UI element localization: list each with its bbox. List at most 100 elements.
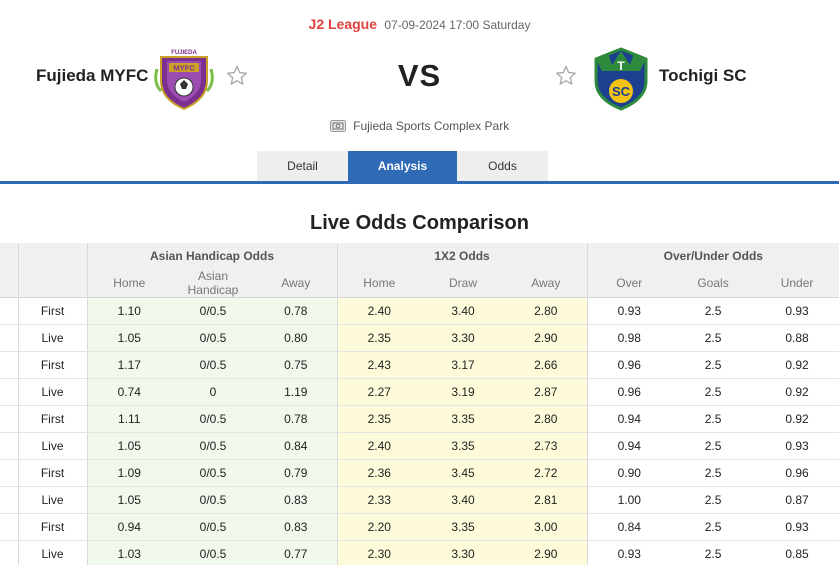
home-logo-text: FUJIEDA [171,50,197,56]
odds-cell-1x2-draw: 3.35 [421,513,506,541]
row-label: Live [17,432,87,460]
label-subheader [17,269,87,298]
odds-cell-1x2-away: 2.90 [505,324,588,352]
odds-cell-1x2-home: 2.33 [336,486,422,514]
away-team-name[interactable]: Tochigi SC [659,66,747,85]
tab-underline [0,181,839,184]
odds-row[interactable]: First 1.17 0/0.5 0.75 2.43 3.17 2.66 0.96 2.5 0.9… [0,351,839,379]
odds-row[interactable]: First 1.09 0/0.5 0.79 2.36 3.45 2.72 0.90 2.5 0.9… [0,459,839,487]
odds-cell-ah-away: 0.79 [255,459,338,487]
odds-cell-ou-goals: 2.5 [671,486,756,514]
group-header-asian-handicap: Asian Handicap Odds [86,243,338,269]
venue-name: Fujieda Sports Complex Park [353,119,510,133]
odds-cell-1x2-home: 2.40 [336,297,422,325]
odds-cell-ah-home: 1.05 [86,432,171,460]
tab-analysis[interactable]: Analysis [348,151,457,182]
odds-cell-ou-under: 0.93 [755,297,839,325]
odds-cell-ou-under: 0.92 [755,405,839,433]
home-logo-badge: MYFC [173,64,195,73]
col-header-ou-goals: Goals [671,269,756,298]
odds-row[interactable]: First 1.11 0/0.5 0.78 2.35 3.35 2.80 0.94 2.5 0.9… [0,405,839,433]
corner-cell [0,243,18,269]
venue: Fujieda Sports Complex Park [0,119,839,133]
odds-cell-ou-over: 1.00 [586,486,672,514]
league-name[interactable]: J2 League [308,16,378,32]
odds-cell-1x2-draw: 3.30 [421,540,506,565]
odds-row[interactable]: Live 1.05 0/0.5 0.80 2.35 3.30 2.90 0.98 2.5 0.88 [0,324,839,352]
odds-cell-ou-goals: 2.5 [671,540,756,565]
odds-cell-1x2-away: 2.80 [505,297,588,325]
odds-cell-ou-goals: 2.5 [671,378,756,406]
row-label: Live [17,486,87,514]
odds-cell-ou-goals: 2.5 [671,297,756,325]
odds-cell-ah-handicap: 0/0.5 [171,432,255,460]
odds-cell-1x2-draw: 3.40 [421,486,506,514]
match-datetime: 07-09-2024 17:00 Saturday [384,18,531,32]
row-spacer [0,378,18,406]
section-title: Live Odds Comparison [310,212,529,234]
odds-row[interactable]: Live 0.74 0 1.19 2.27 3.19 2.87 0.96 2.5 0.92 [0,378,839,406]
odds-cell-ah-handicap: 0 [171,378,255,406]
tab-odds[interactable]: Odds [457,151,548,182]
odds-cell-ou-over: 0.98 [586,324,672,352]
odds-cell-ou-under: 0.96 [755,459,839,487]
odds-cell-1x2-draw: 3.35 [421,432,506,460]
odds-cell-ah-home: 0.74 [86,378,171,406]
odds-cell-1x2-draw: 3.30 [421,324,506,352]
odds-cell-1x2-home: 2.35 [336,405,422,433]
home-team-name[interactable]: Fujieda MYFC [36,66,149,85]
odds-row[interactable]: First 0.94 0/0.5 0.83 2.20 3.35 3.00 0.84 2.5 0.9… [0,513,839,541]
odds-cell-ou-goals: 2.5 [671,459,756,487]
row-spacer [0,486,18,514]
vs-label: VS [397,58,442,93]
odds-cell-ou-goals: 2.5 [671,513,756,541]
odds-cell-ou-under: 0.93 [755,513,839,541]
col-header-ah-home: Home [86,269,171,298]
odds-row[interactable]: Live 1.03 0/0.5 0.77 2.30 3.30 2.90 0.93 2.5 0.85 [0,540,839,565]
label-header [17,243,87,269]
tab-detail[interactable]: Detail [257,151,348,182]
row-spacer [0,324,18,352]
odds-cell-ah-home: 1.17 [86,351,171,379]
odds-cell-1x2-away: 2.87 [505,378,588,406]
odds-cell-1x2-away: 2.80 [505,405,588,433]
odds-cell-ah-home: 1.03 [86,540,171,565]
away-team-logo[interactable]: T SC [590,47,652,111]
odds-cell-ah-away: 0.77 [255,540,338,565]
odds-table-body: First 1.10 0/0.5 0.78 2.40 3.40 2.80 0.93 2.5 0.9… [0,297,839,565]
home-team-logo[interactable]: FUJIEDA MYFC [153,47,215,111]
odds-cell-ou-under: 0.93 [755,432,839,460]
odds-cell-1x2-home: 2.36 [336,459,422,487]
odds-cell-ah-away: 0.80 [255,324,338,352]
odds-cell-ah-away: 0.78 [255,405,338,433]
favorite-away-star-icon[interactable] [554,64,578,88]
odds-cell-ou-over: 0.94 [586,432,672,460]
row-label: First [17,297,87,325]
row-label: First [17,405,87,433]
odds-cell-ou-over: 0.90 [586,459,672,487]
away-logo-text: T [617,59,625,73]
row-label: Live [17,324,87,352]
odds-cell-ou-over: 0.93 [586,540,672,565]
row-spacer [0,432,18,460]
row-spacer [0,459,18,487]
odds-row[interactable]: Live 1.05 0/0.5 0.83 2.33 3.40 2.81 1.00 2.5 0.87 [0,486,839,514]
corner-cell [0,269,18,298]
odds-cell-ah-handicap: 0/0.5 [171,351,255,379]
col-header-1x2-draw: Draw [421,269,506,298]
col-header-ou-over: Over [586,269,672,298]
odds-cell-ah-home: 0.94 [86,513,171,541]
col-header-ah-handicap: Asian Handicap [171,269,255,298]
odds-cell-1x2-away: 3.00 [505,513,588,541]
favorite-home-star-icon[interactable] [225,64,249,88]
odds-cell-ou-goals: 2.5 [671,432,756,460]
odds-row[interactable]: Live 1.05 0/0.5 0.84 2.40 3.35 2.73 0.94 2.5 0.93 [0,432,839,460]
odds-cell-ou-goals: 2.5 [671,324,756,352]
odds-cell-ou-over: 0.84 [586,513,672,541]
row-spacer [0,540,18,565]
odds-cell-1x2-draw: 3.35 [421,405,506,433]
odds-cell-1x2-home: 2.43 [336,351,422,379]
odds-cell-1x2-draw: 3.19 [421,378,506,406]
odds-row[interactable]: First 1.10 0/0.5 0.78 2.40 3.40 2.80 0.93 2.5 0.9… [0,297,839,325]
odds-table: Asian Handicap Odds 1X2 Odds Over/Under … [0,243,839,565]
